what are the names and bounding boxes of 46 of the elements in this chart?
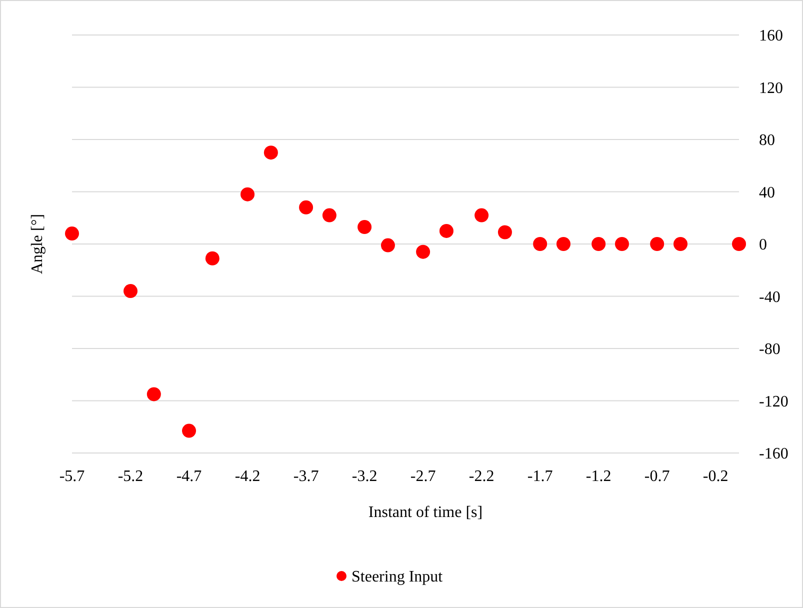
point — [205, 251, 220, 266]
y-tick-label: -40 — [759, 288, 780, 306]
point — [592, 237, 606, 251]
point — [264, 146, 278, 160]
point — [182, 424, 196, 438]
x-tick-label: -1.7 — [527, 468, 553, 485]
x-tick-label: -0.7 — [644, 468, 670, 485]
point — [650, 237, 664, 251]
x-tick-label: -5.7 — [59, 468, 85, 485]
point — [65, 226, 79, 241]
point — [380, 238, 395, 252]
y-tick-label: 80 — [759, 132, 775, 150]
y-tick-label: -80 — [759, 341, 780, 358]
point — [533, 237, 548, 251]
x-axis-title: Instant of time [s] — [368, 504, 483, 521]
point — [556, 237, 570, 251]
y-tick-label: -120 — [759, 393, 788, 410]
point — [614, 237, 629, 251]
point — [322, 208, 336, 222]
point — [732, 237, 746, 251]
point — [240, 187, 255, 202]
y-tick-label: -160 — [759, 446, 788, 463]
y-tick-label: 40 — [759, 184, 775, 202]
x-tick-label: -2.7 — [410, 468, 436, 485]
x-tick-label: -1.2 — [586, 468, 612, 485]
x-tick-label: -4.2 — [234, 468, 260, 485]
point — [124, 284, 138, 298]
point — [416, 244, 430, 259]
point — [498, 225, 512, 240]
x-tick-label: -5.2 — [118, 468, 144, 485]
point — [673, 237, 688, 251]
y-tick-label: 120 — [759, 80, 783, 97]
point — [439, 224, 454, 238]
point — [146, 387, 161, 402]
x-tick-label: -3.7 — [293, 468, 319, 485]
point — [299, 200, 314, 214]
point — [358, 220, 372, 234]
y-axis-title: Angle [°] — [29, 214, 46, 274]
point — [474, 208, 489, 222]
x-tick-label: -0.2 — [702, 468, 728, 485]
x-tick-label: -2.2 — [468, 468, 494, 485]
y-tick-label: 0 — [759, 236, 767, 254]
y-tick-label: 160 — [759, 28, 783, 45]
x-tick-label: -3.2 — [352, 468, 378, 485]
legend-label: Steering Input — [352, 568, 444, 586]
x-tick-label: -4.7 — [176, 468, 202, 485]
